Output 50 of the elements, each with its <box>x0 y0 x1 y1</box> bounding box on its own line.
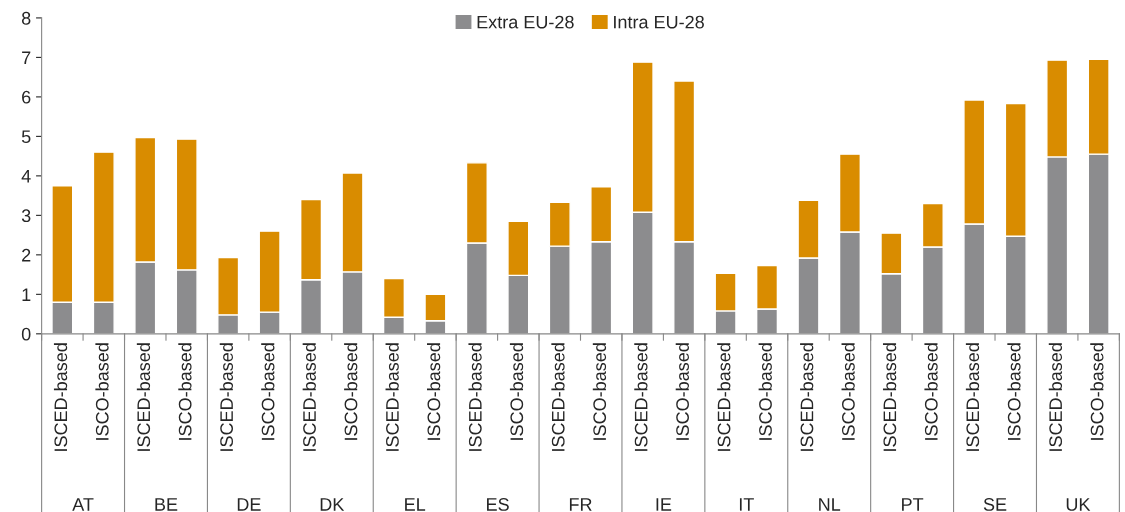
x-tick-label: ISCO-based <box>841 343 855 440</box>
y-tick-label: 0 <box>21 327 31 341</box>
x-tick-label: ISCED-based <box>302 343 316 451</box>
x-tick-label: ISCO-based <box>592 343 607 440</box>
y-tick-label: 8 <box>21 11 31 25</box>
text: UK <box>1066 498 1091 511</box>
x-tick-label: ISCED-based <box>53 343 68 451</box>
y-tick-label: 7 <box>22 51 31 64</box>
x-tick-label: ISCED-based <box>800 343 814 451</box>
x-tick-label: ISCED-based <box>634 343 648 451</box>
legend-label: Extra EU-28 <box>477 15 574 29</box>
text: PT <box>902 498 924 511</box>
x-tick-label: ISCED-based <box>385 343 399 451</box>
x-tick-label: ISCO-based <box>344 343 358 440</box>
text: IT <box>739 498 754 511</box>
x-tick-label: ISCO-based <box>924 343 938 440</box>
text: BE <box>155 498 178 511</box>
y-tick-label: 2 <box>22 248 31 262</box>
x-tick-label: ISCO-based <box>178 343 192 440</box>
x-tick-label: ISCED-based <box>468 343 482 451</box>
y-tick-label: 6 <box>22 90 31 104</box>
text: AT <box>72 498 94 511</box>
text: IE <box>656 498 672 511</box>
text: DK <box>320 498 345 511</box>
x-tick-label: ISCED-based <box>551 343 565 451</box>
text: DE <box>237 498 261 511</box>
x-tick-label: ISCO-based <box>261 343 275 440</box>
text: SE <box>983 498 1007 511</box>
x-tick-label: ISCED-based <box>1048 343 1063 451</box>
x-tick-label: ISCO-based <box>509 343 524 440</box>
x-tick-label: ISCO-based <box>758 343 772 440</box>
y-tick-label: 4 <box>21 169 31 183</box>
x-tick-label: ISCED-based <box>136 343 151 451</box>
text: EL <box>405 498 426 511</box>
x-tick-label: ISCED-based <box>965 343 980 451</box>
y-tick-label: 1 <box>22 288 31 301</box>
y-tick-label: 5 <box>21 130 31 144</box>
x-tick-label: ISCO-based <box>1007 343 1021 440</box>
text: NL <box>819 498 841 511</box>
x-tick-label: ISCED-based <box>717 343 731 451</box>
x-tick-label: ISCO-based <box>675 343 689 440</box>
y-tick-label: 3 <box>21 209 31 223</box>
x-tick-label: ISCO-based <box>95 343 109 440</box>
legend-label: Intra EU-28 <box>614 15 704 29</box>
text: FR <box>569 498 592 511</box>
x-tick-label: ISCO-based <box>1090 343 1104 440</box>
x-tick-label: ISCED-based <box>882 343 897 451</box>
x-tick-label: ISCED-based <box>219 343 234 451</box>
x-tick-label: ISCO-based <box>427 343 441 440</box>
text: ES <box>487 498 509 511</box>
